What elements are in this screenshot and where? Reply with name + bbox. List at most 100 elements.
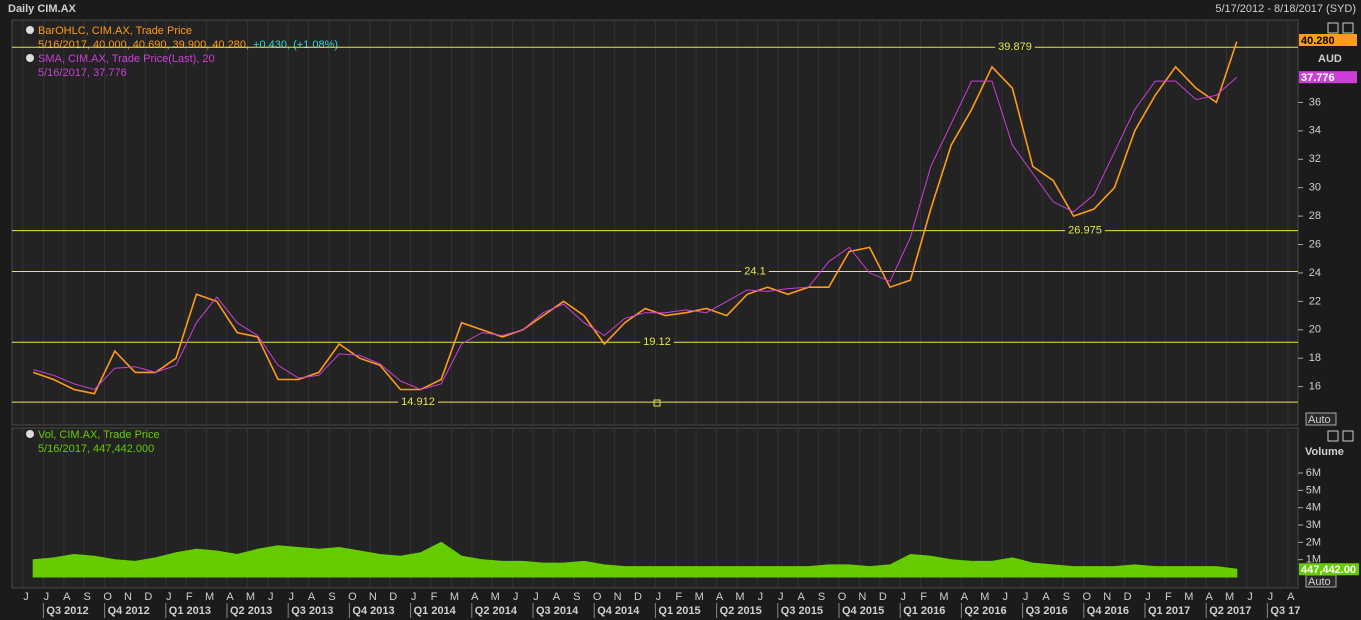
- legend-icon[interactable]: [26, 54, 34, 62]
- close-icon[interactable]: [1342, 22, 1354, 34]
- month-label: A: [308, 591, 316, 603]
- month-label: D: [389, 591, 397, 603]
- level-label: 26.975: [1068, 225, 1102, 237]
- month-label: D: [1124, 591, 1132, 603]
- y-tick-label: 16: [1309, 381, 1321, 393]
- quarter-label: Q4 2012: [108, 605, 150, 617]
- level-label-bg: [398, 396, 438, 409]
- month-label: D: [879, 591, 887, 603]
- quarter-label: Q3 2016: [1026, 605, 1068, 617]
- month-label: A: [1206, 591, 1214, 603]
- month-label: N: [1103, 591, 1111, 603]
- month-label: S: [1063, 591, 1070, 603]
- month-label: O: [593, 591, 602, 603]
- legend-icon[interactable]: [26, 26, 34, 34]
- close-icon[interactable]: [1342, 430, 1354, 442]
- y-tick-label: 34: [1309, 125, 1321, 137]
- month-label: A: [716, 591, 724, 603]
- scale-mode[interactable]: Auto: [1308, 414, 1331, 426]
- month-label: J: [1145, 591, 1151, 603]
- month-label: J: [778, 591, 784, 603]
- month-label: F: [1165, 591, 1172, 603]
- quarter-label: Q1 2016: [903, 605, 945, 617]
- date-range: 5/17/2012 - 8/18/2017 (SYD): [1215, 3, 1356, 15]
- y-tick-label: 3M: [1306, 519, 1321, 531]
- handle[interactable]: [653, 399, 661, 407]
- month-label: J: [166, 591, 172, 603]
- month-label: M: [450, 591, 459, 603]
- volume-area: [32, 541, 1238, 578]
- legend-change: +0.430, (+1.08%): [253, 39, 338, 51]
- month-label: M: [1225, 591, 1234, 603]
- month-label: A: [961, 591, 969, 603]
- month-label: F: [675, 591, 682, 603]
- y-tick-label: 18: [1309, 352, 1321, 364]
- month-label: M: [491, 591, 500, 603]
- value-badge: [1299, 71, 1357, 84]
- month-label: A: [1042, 591, 1050, 603]
- month-label: J: [1247, 591, 1253, 603]
- legend-detail: 5/16/2017, 447,442.000: [38, 443, 154, 455]
- maximize-icon[interactable]: [1327, 430, 1339, 442]
- scale-mode[interactable]: Auto: [1308, 576, 1331, 588]
- month-label: A: [226, 591, 234, 603]
- y-tick-label: 32: [1309, 153, 1321, 165]
- y-tick-label: 30: [1309, 182, 1321, 194]
- legend-name: SMA, CIM.AX, Trade Price(Last), 20: [38, 53, 215, 65]
- month-label: J: [1002, 591, 1008, 603]
- month-label: J: [23, 591, 29, 603]
- month-label: D: [144, 591, 152, 603]
- quarter-label: Q4 2016: [1087, 605, 1129, 617]
- level-label-bg: [995, 41, 1035, 54]
- month-label: O: [103, 591, 112, 603]
- value-badge: [1299, 34, 1357, 46]
- value-badge-label: 447,442.00: [1301, 564, 1356, 576]
- sma-line: [33, 76, 1238, 391]
- month-label: J: [268, 591, 274, 603]
- month-grid: [22, 20, 1289, 588]
- legend-name: BarOHLC, CIM.AX, Trade Price: [38, 25, 192, 37]
- y-tick-label: 24: [1309, 267, 1321, 279]
- month-label: O: [838, 591, 847, 603]
- month-label: J: [44, 591, 50, 603]
- value-badge-label: 37.776: [1301, 72, 1335, 84]
- month-label: J: [411, 591, 417, 603]
- legend-name: Vol, CIM.AX, Trade Price: [38, 429, 160, 441]
- month-label: M: [735, 591, 744, 603]
- month-label: M: [980, 591, 989, 603]
- auto-button[interactable]: [1305, 412, 1337, 426]
- value-badge-label: 40.280: [1301, 35, 1335, 47]
- quarter-label: Q2 2013: [230, 605, 272, 617]
- quarter-label: Q3 2012: [46, 605, 88, 617]
- y-tick-label: 22: [1309, 295, 1321, 307]
- month-label: S: [328, 591, 335, 603]
- month-label: J: [1023, 591, 1029, 603]
- legend-detail: 5/16/2017, 37.776: [38, 67, 127, 79]
- month-label: S: [573, 591, 580, 603]
- quarter-label: Q3 17: [1270, 605, 1300, 617]
- maximize-icon[interactable]: [1327, 22, 1339, 34]
- month-label: S: [818, 591, 825, 603]
- month-label: J: [288, 591, 294, 603]
- month-label: M: [205, 591, 214, 603]
- month-label: J: [533, 591, 539, 603]
- y-tick-label: 1M: [1306, 554, 1321, 566]
- month-label: J: [1268, 591, 1274, 603]
- month-label: N: [858, 591, 866, 603]
- quarter-label: Q4 2015: [842, 605, 884, 617]
- quarter-label: Q2 2017: [1209, 605, 1251, 617]
- window-icons[interactable]: [1327, 22, 1354, 442]
- legend-detail: 5/16/2017, 40.000, 40.690, 39.900, 40.28…: [38, 39, 249, 51]
- month-label: N: [369, 591, 377, 603]
- month-label: A: [1287, 591, 1295, 603]
- legend-icon[interactable]: [26, 430, 34, 438]
- quarter-label: Q4 2014: [597, 605, 640, 617]
- month-label: D: [634, 591, 642, 603]
- month-label: M: [695, 591, 704, 603]
- month-label: A: [63, 591, 71, 603]
- quarter-label: Q1 2013: [169, 605, 211, 617]
- y-tick-label: 4M: [1306, 502, 1321, 514]
- month-label: M: [1184, 591, 1193, 603]
- month-label: J: [900, 591, 906, 603]
